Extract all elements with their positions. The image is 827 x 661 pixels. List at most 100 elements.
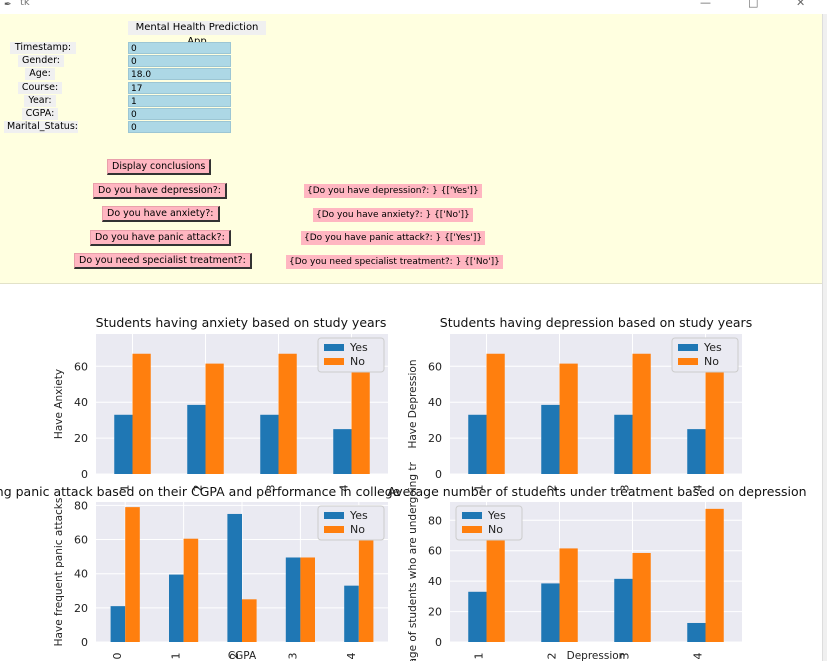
course-input[interactable]: 17	[128, 82, 231, 94]
bar-yes	[468, 591, 487, 642]
y-tick-label: 80	[428, 514, 442, 527]
minimize-icon[interactable]: —	[700, 0, 711, 9]
legend-label: No	[350, 523, 365, 536]
specialist-treatment-question-button[interactable]: Do you need specialist treatment?:	[74, 253, 252, 269]
x-tick-label: 0	[111, 653, 124, 660]
gender-input[interactable]: 0	[128, 55, 231, 67]
x-tick-label: 3	[619, 485, 632, 492]
legend-swatch-yes	[678, 344, 698, 351]
marital-status-input[interactable]: 0	[128, 121, 231, 133]
cgpa-input[interactable]: 0	[128, 108, 231, 120]
legend-label: Yes	[487, 509, 506, 522]
x-tick-label: 3	[619, 653, 632, 660]
bar-no	[559, 363, 578, 474]
timestamp-input[interactable]: 0	[128, 42, 231, 54]
course-label: Course:	[18, 82, 62, 94]
close-icon[interactable]: ✕	[796, 0, 806, 9]
bar-yes	[169, 574, 184, 642]
x-tick-label: 4	[692, 653, 705, 660]
x-tick-label: 2	[192, 485, 205, 492]
y-tick-label: 0	[81, 636, 88, 649]
y-tick-label: 0	[435, 636, 442, 649]
cgpa-label: CGPA:	[22, 108, 58, 120]
legend-swatch-no	[462, 526, 482, 533]
y-axis-label: Have Anxiety	[53, 369, 65, 439]
timestamp-label: Timestamp:	[10, 42, 76, 54]
depression-result: {Do you have depression?: } {['Yes']}	[304, 184, 482, 198]
anxiety-question-button[interactable]: Do you have anxiety?:	[102, 206, 220, 222]
chart-title: Students having depression based on stud…	[440, 315, 752, 330]
x-tick-label: 4	[338, 485, 351, 492]
bar-yes	[110, 606, 126, 642]
bar-yes	[260, 414, 279, 474]
y-tick-label: 60	[428, 360, 442, 373]
bar-no	[705, 508, 724, 642]
bar-yes	[285, 557, 301, 642]
bar-no	[559, 548, 578, 642]
x-tick-label: 1	[170, 653, 183, 660]
bar-no	[205, 363, 224, 474]
y-tick-label: 40	[74, 568, 88, 581]
x-tick-label: 3	[286, 653, 299, 660]
y-tick-label: 40	[74, 396, 88, 409]
y-tick-label: 20	[74, 602, 88, 615]
y-tick-label: 20	[428, 606, 442, 619]
chart-title: Students having anxiety based on study y…	[96, 315, 387, 330]
age-input[interactable]: 18.0	[128, 68, 231, 80]
bar-no	[486, 540, 505, 642]
scrollbar[interactable]	[822, 14, 827, 661]
bar-no	[242, 599, 257, 642]
legend-label: No	[704, 355, 719, 368]
year-input[interactable]: 1	[128, 95, 231, 107]
x-tick-label: 2	[228, 653, 241, 660]
bar-no	[705, 339, 724, 474]
display-conclusions-button[interactable]: Display conclusions	[107, 159, 212, 175]
bar-yes	[614, 578, 633, 642]
bar-no	[132, 353, 151, 474]
legend-swatch-no	[324, 526, 344, 533]
bar-yes	[227, 513, 242, 642]
year-label: Year:	[24, 95, 56, 107]
x-tick-label: 1	[473, 485, 486, 492]
x-tick-label: 2	[546, 653, 559, 660]
chart-title: Average number of students under treatme…	[387, 484, 806, 499]
panic-attack-chart: 02040608001234Students having panic atta…	[0, 484, 401, 661]
legend-label: Yes	[349, 341, 368, 354]
y-tick-label: 80	[74, 499, 88, 512]
bar-yes	[614, 414, 633, 474]
y-axis-label: Have frequent panic attacks	[53, 498, 65, 647]
legend-label: Yes	[349, 509, 368, 522]
app-title: Mental Health Prediction App	[128, 21, 266, 47]
y-tick-label: 60	[74, 534, 88, 547]
bar-no	[632, 353, 651, 474]
bar-yes	[187, 404, 206, 474]
legend-swatch-no	[678, 358, 698, 365]
bar-no	[300, 557, 315, 642]
legend-swatch-yes	[462, 512, 482, 519]
y-tick-label: 20	[428, 432, 442, 445]
specialist-treatment-result: {Do you need specialist treatment?: } {[…	[286, 255, 503, 269]
y-axis-label: Have Depression	[407, 359, 419, 448]
x-tick-label: 4	[345, 653, 358, 660]
depression-question-button[interactable]: Do you have depression?:	[93, 183, 228, 199]
bar-yes	[344, 585, 359, 642]
y-tick-label: 40	[428, 396, 442, 409]
legend-label: Yes	[703, 341, 722, 354]
bar-no	[632, 552, 651, 642]
x-axis-label: CGPA	[228, 650, 257, 661]
panic-attack-question-button[interactable]: Do you have panic attack?:	[90, 230, 231, 246]
panic-attack-result: {Do you have panic attack?: } {['Yes']}	[301, 231, 486, 245]
y-tick-label: 40	[428, 575, 442, 588]
legend-swatch-no	[324, 358, 344, 365]
x-tick-label: 1	[119, 485, 132, 492]
depression-chart: 0 20 40 60 1 2 3 4 Students having depression ba…	[407, 315, 752, 492]
bar-no	[486, 353, 505, 474]
bar-no	[183, 538, 199, 642]
maximize-icon[interactable]: □	[748, 0, 759, 9]
chart-title: Students having panic attack based on th…	[0, 484, 401, 499]
bar-yes	[541, 404, 560, 474]
marital-status-label: Marital_Status:	[4, 121, 78, 133]
bar-no	[125, 507, 140, 642]
window-title: tk	[20, 0, 30, 8]
